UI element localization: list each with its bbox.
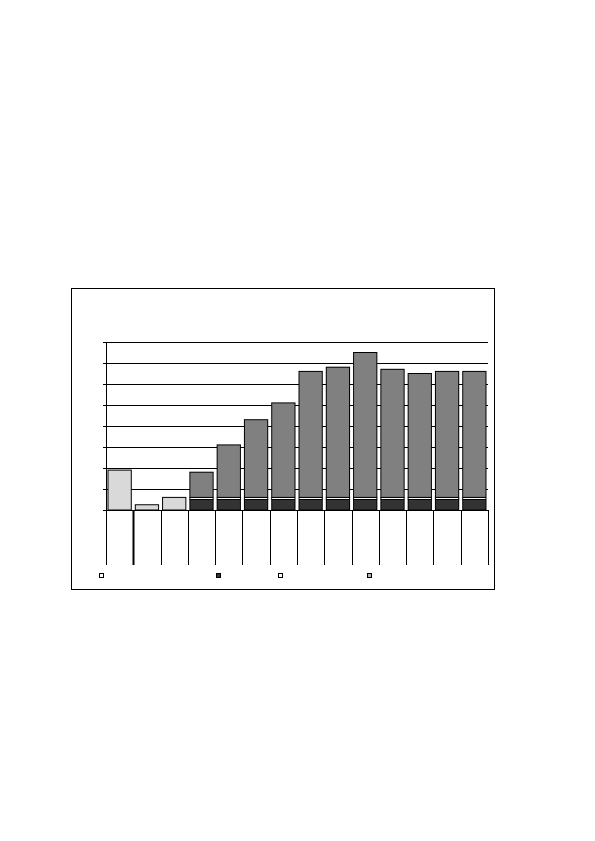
bar-3-series-3 bbox=[189, 471, 214, 498]
bar-5-series-1 bbox=[243, 499, 269, 511]
legend-marker-3 bbox=[367, 573, 372, 578]
bar-8-series-3 bbox=[325, 366, 351, 498]
bar-9-series-1 bbox=[353, 499, 378, 511]
bar-7-series-1 bbox=[298, 499, 323, 511]
stacked-bar-chart bbox=[99, 342, 489, 578]
bar-12-series-1 bbox=[434, 499, 460, 511]
legend-marker-2 bbox=[278, 573, 283, 578]
bar-12-series-3 bbox=[434, 370, 460, 498]
bar-0-series-0 bbox=[107, 469, 132, 511]
bar-6-series-1 bbox=[271, 499, 296, 511]
bar-9-series-3 bbox=[353, 352, 378, 498]
bar-11-series-3 bbox=[407, 373, 432, 498]
bars bbox=[107, 352, 487, 511]
gridlines bbox=[106, 342, 488, 490]
bar-13-series-3 bbox=[462, 370, 487, 498]
bar-13-series-1 bbox=[462, 499, 487, 511]
bar-5-series-3 bbox=[243, 419, 269, 498]
bar-4-series-1 bbox=[216, 499, 241, 511]
bar-4-series-3 bbox=[216, 444, 241, 498]
bar-10-series-3 bbox=[380, 368, 405, 498]
axes bbox=[103, 342, 489, 565]
bar-6-series-3 bbox=[271, 402, 296, 498]
chart-frame bbox=[71, 288, 495, 590]
bar-11-series-1 bbox=[407, 499, 432, 511]
bar-7-series-3 bbox=[298, 370, 323, 498]
legend-marker-0 bbox=[99, 573, 104, 578]
bar-10-series-1 bbox=[380, 499, 405, 511]
bar-8-series-1 bbox=[325, 499, 351, 511]
legend bbox=[99, 573, 372, 578]
legend-marker-1 bbox=[216, 573, 221, 578]
bar-3-series-1 bbox=[189, 499, 214, 511]
bar-1-series-0 bbox=[134, 504, 160, 511]
bar-2-series-0 bbox=[162, 496, 187, 511]
